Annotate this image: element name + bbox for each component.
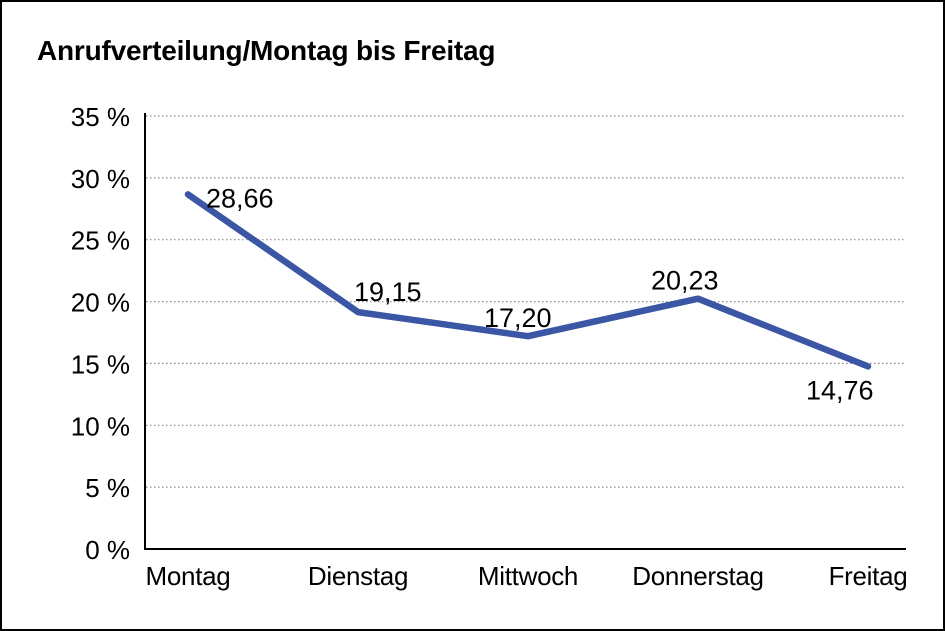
- data-point-label: 20,23: [651, 266, 719, 296]
- series-line: [184, 191, 872, 370]
- x-category-label: Donnerstag: [632, 561, 763, 591]
- y-axis-tick-labels: 0 % 5 % 10 % 15 % 20 % 25 % 30 % 35 %: [71, 102, 130, 565]
- gridlines: [146, 115, 906, 488]
- data-point-label: 19,15: [354, 277, 422, 307]
- x-category-label: Mittwoch: [478, 561, 578, 591]
- data-point-labels: 28,66 19,15 17,20 20,23 14,76: [206, 183, 874, 405]
- y-tick-label: 25 %: [71, 226, 130, 256]
- y-tick-label: 0 %: [85, 535, 130, 565]
- x-category-label: Montag: [146, 561, 231, 591]
- y-tick-label: 20 %: [71, 288, 130, 318]
- data-point-label: 28,66: [206, 183, 274, 213]
- y-tick-label: 30 %: [71, 164, 130, 194]
- y-tick-label: 15 %: [71, 349, 130, 379]
- x-category-label: Freitag: [829, 561, 908, 591]
- axes: [144, 113, 906, 550]
- data-point-label: 17,20: [484, 303, 552, 333]
- data-point-label: 14,76: [806, 375, 874, 405]
- y-tick-label: 10 %: [71, 411, 130, 441]
- y-tick-label: 5 %: [85, 473, 130, 503]
- x-axis-category-labels: Montag Dienstag Mittwoch Donnerstag Freitag: [146, 561, 908, 591]
- x-category-label: Dienstag: [308, 561, 408, 591]
- chart-title: Anrufverteilung/Montag bis Freitag: [37, 35, 495, 66]
- y-tick-label: 35 %: [71, 102, 130, 132]
- data-series: [184, 191, 872, 370]
